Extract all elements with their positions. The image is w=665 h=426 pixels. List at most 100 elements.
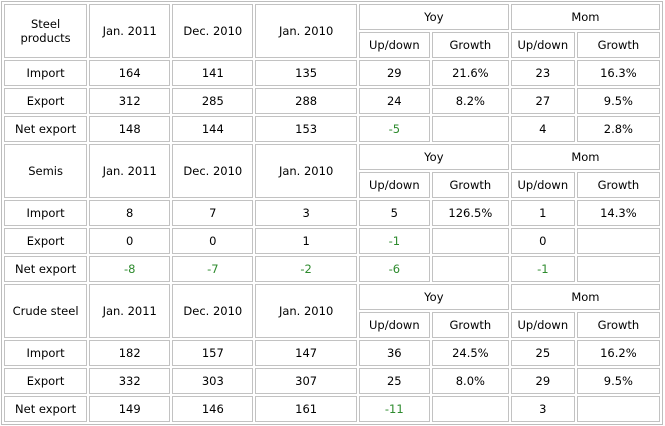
- cell-jan2010: 307: [255, 368, 357, 394]
- cell-dec2010: 285: [172, 88, 254, 114]
- table-row: Net export 149 146 161 -11 3: [4, 396, 660, 422]
- cell-mom-updown: 29: [510, 368, 575, 394]
- cell-jan2011: 182: [89, 340, 171, 366]
- cell-dec2010: 0: [172, 228, 254, 254]
- cell-jan2010: 1: [255, 228, 357, 254]
- cell-dec2010: 144: [172, 116, 254, 142]
- table-row: Export 0 0 1 -1 0: [4, 228, 660, 254]
- cell-yoy-growth: [431, 116, 509, 142]
- table-row: Net export -8 -7 -2 -6 -1: [4, 256, 660, 282]
- cell-yoy-growth: 126.5%: [431, 200, 509, 226]
- cell-jan2010: 3: [255, 200, 357, 226]
- column-header-col1: Jan. 2011: [89, 144, 171, 198]
- column-header-col3: Jan. 2010: [255, 144, 357, 198]
- section-subheader-row: Up/down Growth Up/down Growth: [4, 312, 660, 338]
- cell-mom-growth: [576, 256, 660, 282]
- cell-dec2010: 141: [172, 60, 254, 86]
- cell-jan2010: 288: [255, 88, 357, 114]
- cell-yoy-updown: -5: [358, 116, 430, 142]
- section-header-row: Steel products Jan. 2011 Dec. 2010 Jan. 201…: [4, 4, 660, 58]
- cell-label: Import: [4, 340, 88, 366]
- cell-mom-updown: 1: [510, 200, 575, 226]
- cell-mom-growth: [576, 396, 660, 422]
- table-row: Export 312 285 288 24 8.2% 27 9.5%: [4, 88, 660, 114]
- yoy-updown-header: Up/down: [358, 312, 430, 338]
- cell-jan2011: 149: [89, 396, 171, 422]
- cell-yoy-updown: 25: [358, 368, 430, 394]
- section-title: Steel products: [4, 4, 88, 58]
- cell-jan2010: 153: [255, 116, 357, 142]
- cell-mom-growth: [576, 228, 660, 254]
- cell-label: Export: [4, 368, 88, 394]
- section-title: Semis: [4, 144, 88, 198]
- mom-growth-header: Growth: [576, 32, 660, 58]
- column-header-col1: Jan. 2011: [89, 4, 171, 58]
- cell-yoy-growth: 8.0%: [431, 368, 509, 394]
- cell-label: Net export: [4, 116, 88, 142]
- cell-mom-growth: 16.2%: [576, 340, 660, 366]
- yoy-group-header: Yoy: [358, 4, 509, 30]
- cell-yoy-updown: 29: [358, 60, 430, 86]
- cell-mom-growth: 16.3%: [576, 60, 660, 86]
- cell-dec2010: 146: [172, 396, 254, 422]
- cell-dec2010: 303: [172, 368, 254, 394]
- table-row: Import 8 7 3 5 126.5% 1 14.3%: [4, 200, 660, 226]
- cell-mom-updown: 3: [510, 396, 575, 422]
- cell-jan2010: 147: [255, 340, 357, 366]
- cell-jan2011: 8: [89, 200, 171, 226]
- cell-yoy-growth: [431, 228, 509, 254]
- cell-yoy-growth: 8.2%: [431, 88, 509, 114]
- cell-jan2011: -8: [89, 256, 171, 282]
- mom-updown-header: Up/down: [510, 32, 575, 58]
- section-header-row: Crude steel Jan. 2011 Dec. 2010 Jan. 2010 Yo…: [4, 284, 660, 338]
- section-header-row: Semis Jan. 2011 Dec. 2010 Jan. 2010 Yoy Mom: [4, 144, 660, 198]
- cell-yoy-updown: -6: [358, 256, 430, 282]
- cell-yoy-growth: 21.6%: [431, 60, 509, 86]
- cell-jan2011: 0: [89, 228, 171, 254]
- column-header-col2: Dec. 2010: [172, 284, 254, 338]
- yoy-updown-header: Up/down: [358, 32, 430, 58]
- table-row: Export 332 303 307 25 8.0% 29 9.5%: [4, 368, 660, 394]
- cell-yoy-updown: -1: [358, 228, 430, 254]
- cell-dec2010: 157: [172, 340, 254, 366]
- yoy-growth-header: Growth: [431, 312, 509, 338]
- cell-yoy-updown: -11: [358, 396, 430, 422]
- table-row: Net export 148 144 153 -5 4 2.8%: [4, 116, 660, 142]
- yoy-updown-header: Up/down: [358, 172, 430, 198]
- mom-growth-header: Growth: [576, 172, 660, 198]
- cell-jan2010: 161: [255, 396, 357, 422]
- mom-updown-header: Up/down: [510, 312, 575, 338]
- mom-updown-header: Up/down: [510, 172, 575, 198]
- column-header-col3: Jan. 2010: [255, 4, 357, 58]
- cell-mom-growth: 9.5%: [576, 368, 660, 394]
- table-row: Import 182 157 147 36 24.5% 25 16.2%: [4, 340, 660, 366]
- cell-mom-growth: 14.3%: [576, 200, 660, 226]
- mom-group-header: Mom: [510, 144, 660, 170]
- cell-dec2010: 7: [172, 200, 254, 226]
- cell-label: Export: [4, 88, 88, 114]
- cell-jan2011: 164: [89, 60, 171, 86]
- column-header-col2: Dec. 2010: [172, 4, 254, 58]
- cell-yoy-growth: [431, 256, 509, 282]
- cell-mom-updown: 0: [510, 228, 575, 254]
- cell-yoy-updown: 5: [358, 200, 430, 226]
- cell-mom-updown: 23: [510, 60, 575, 86]
- cell-label: Net export: [4, 256, 88, 282]
- section-title: Crude steel: [4, 284, 88, 338]
- cell-yoy-updown: 36: [358, 340, 430, 366]
- yoy-growth-header: Growth: [431, 32, 509, 58]
- cell-label: Import: [4, 200, 88, 226]
- cell-mom-updown: 4: [510, 116, 575, 142]
- cell-label: Import: [4, 60, 88, 86]
- yoy-group-header: Yoy: [358, 284, 509, 310]
- cell-jan2010: -2: [255, 256, 357, 282]
- cell-yoy-growth: 24.5%: [431, 340, 509, 366]
- mom-group-header: Mom: [510, 4, 660, 30]
- cell-jan2011: 312: [89, 88, 171, 114]
- cell-label: Net export: [4, 396, 88, 422]
- cell-jan2011: 332: [89, 368, 171, 394]
- cell-jan2010: 135: [255, 60, 357, 86]
- section-subheader-row: Up/down Growth Up/down Growth: [4, 32, 660, 58]
- cell-jan2011: 148: [89, 116, 171, 142]
